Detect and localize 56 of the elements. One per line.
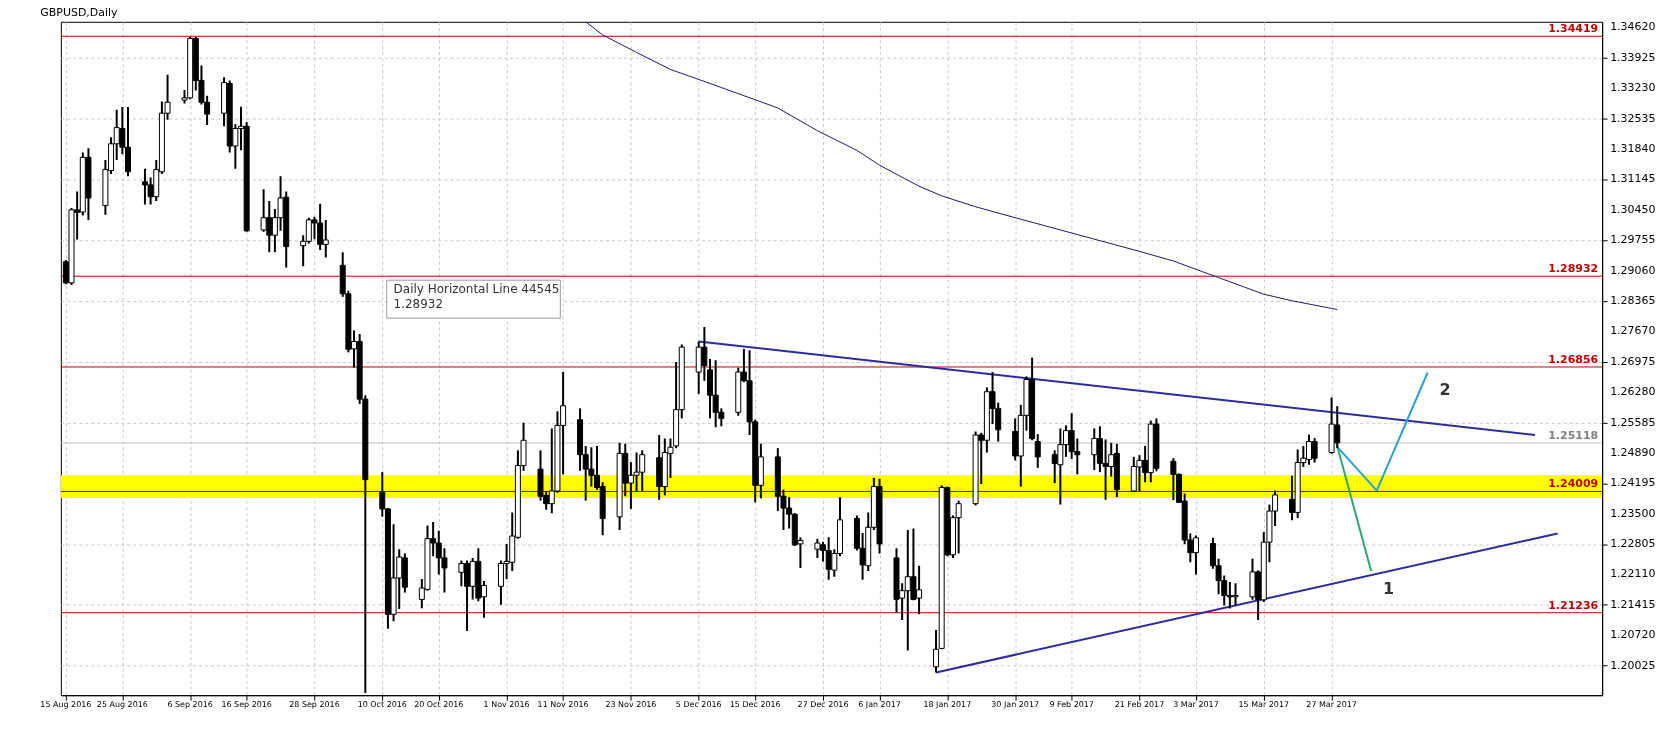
x-tick-label: 25 Aug 2016 — [96, 700, 148, 710]
x-tick-label: 9 Feb 2017 — [1049, 700, 1094, 710]
ref-line-label: 1.28932 — [1548, 262, 1599, 276]
x-tick-label: 15 Aug 2016 — [40, 700, 92, 710]
y-tick-label: 1.29755 — [1610, 233, 1656, 247]
y-tick-label: 1.26280 — [1610, 385, 1656, 399]
y-tick-label: 1.27670 — [1610, 324, 1656, 338]
ref-line-label: 1.25118 — [1548, 428, 1599, 442]
x-tick-label: 6 Sep 2016 — [167, 700, 213, 710]
y-tick-label: 1.21415 — [1610, 597, 1656, 611]
x-tick-label: 30 Jan 2017 — [991, 700, 1040, 710]
y-tick-label: 1.32535 — [1610, 111, 1656, 125]
x-tick-label: 21 Feb 2017 — [1114, 700, 1165, 710]
ref-line-label: 1.21236 — [1548, 598, 1599, 612]
chart-title: GBPUSD,Daily — [40, 5, 119, 19]
y-tick-label: 1.31840 — [1610, 142, 1656, 156]
x-tick-label: 3 Mar 2017 — [1173, 700, 1219, 710]
y-tick-label: 1.23500 — [1610, 506, 1656, 520]
candlestick — [933, 629, 940, 674]
y-tick-label: 1.24195 — [1610, 476, 1656, 490]
ref-line-label: 1.24009 — [1548, 477, 1599, 491]
x-tick-label: 27 Mar 2017 — [1306, 700, 1357, 710]
y-tick-label: 1.25585 — [1610, 415, 1656, 429]
candlestick — [1034, 433, 1041, 469]
y-tick-label: 1.20025 — [1610, 658, 1656, 672]
x-tick-label: 28 Sep 2016 — [289, 700, 340, 710]
annotation: Daily Horizontal Line 44545 1.28932 — [393, 282, 560, 312]
y-tick-label: 1.28365 — [1610, 293, 1656, 307]
x-tick-label: 11 Nov 2016 — [537, 700, 589, 710]
y-tick-label: 1.26975 — [1610, 354, 1656, 368]
ref-line-label: 1.34419 — [1548, 22, 1599, 36]
annotation: 2 — [1439, 380, 1451, 400]
x-tick-label: 5 Dec 2016 — [675, 700, 722, 710]
x-tick-label: 16 Sep 2016 — [221, 700, 272, 710]
y-tick-label: 1.33230 — [1610, 81, 1656, 95]
y-tick-label: 1.20720 — [1610, 628, 1656, 642]
line-series — [585, 21, 1338, 311]
annotation: 1 — [1383, 578, 1395, 598]
y-tick-label: 1.33925 — [1610, 50, 1656, 64]
x-tick-label: 18 Jan 2017 — [923, 700, 972, 710]
x-tick-label: 27 Dec 2016 — [797, 700, 849, 710]
ref-line-label: 1.26856 — [1548, 352, 1599, 366]
x-tick-label: 20 Oct 2016 — [414, 700, 464, 710]
y-tick-label: 1.22805 — [1610, 537, 1656, 551]
x-tick-label: 15 Mar 2017 — [1238, 700, 1290, 710]
y-tick-label: 1.22110 — [1610, 567, 1656, 581]
y-tick-label: 1.30450 — [1610, 202, 1656, 216]
x-tick-label: 15 Dec 2016 — [729, 700, 781, 710]
x-tick-label: 10 Oct 2016 — [357, 700, 407, 710]
y-tick-label: 1.24890 — [1610, 445, 1656, 459]
y-tick-label: 1.31145 — [1610, 172, 1656, 186]
y-tick-label: 1.29060 — [1610, 263, 1656, 277]
x-tick-label: 6 Jan 2017 — [858, 700, 901, 710]
x-tick-label: 1 Nov 2016 — [483, 700, 530, 710]
x-tick-label: 23 Nov 2016 — [605, 700, 657, 710]
y-tick-label: 1.34620 — [1610, 20, 1656, 34]
